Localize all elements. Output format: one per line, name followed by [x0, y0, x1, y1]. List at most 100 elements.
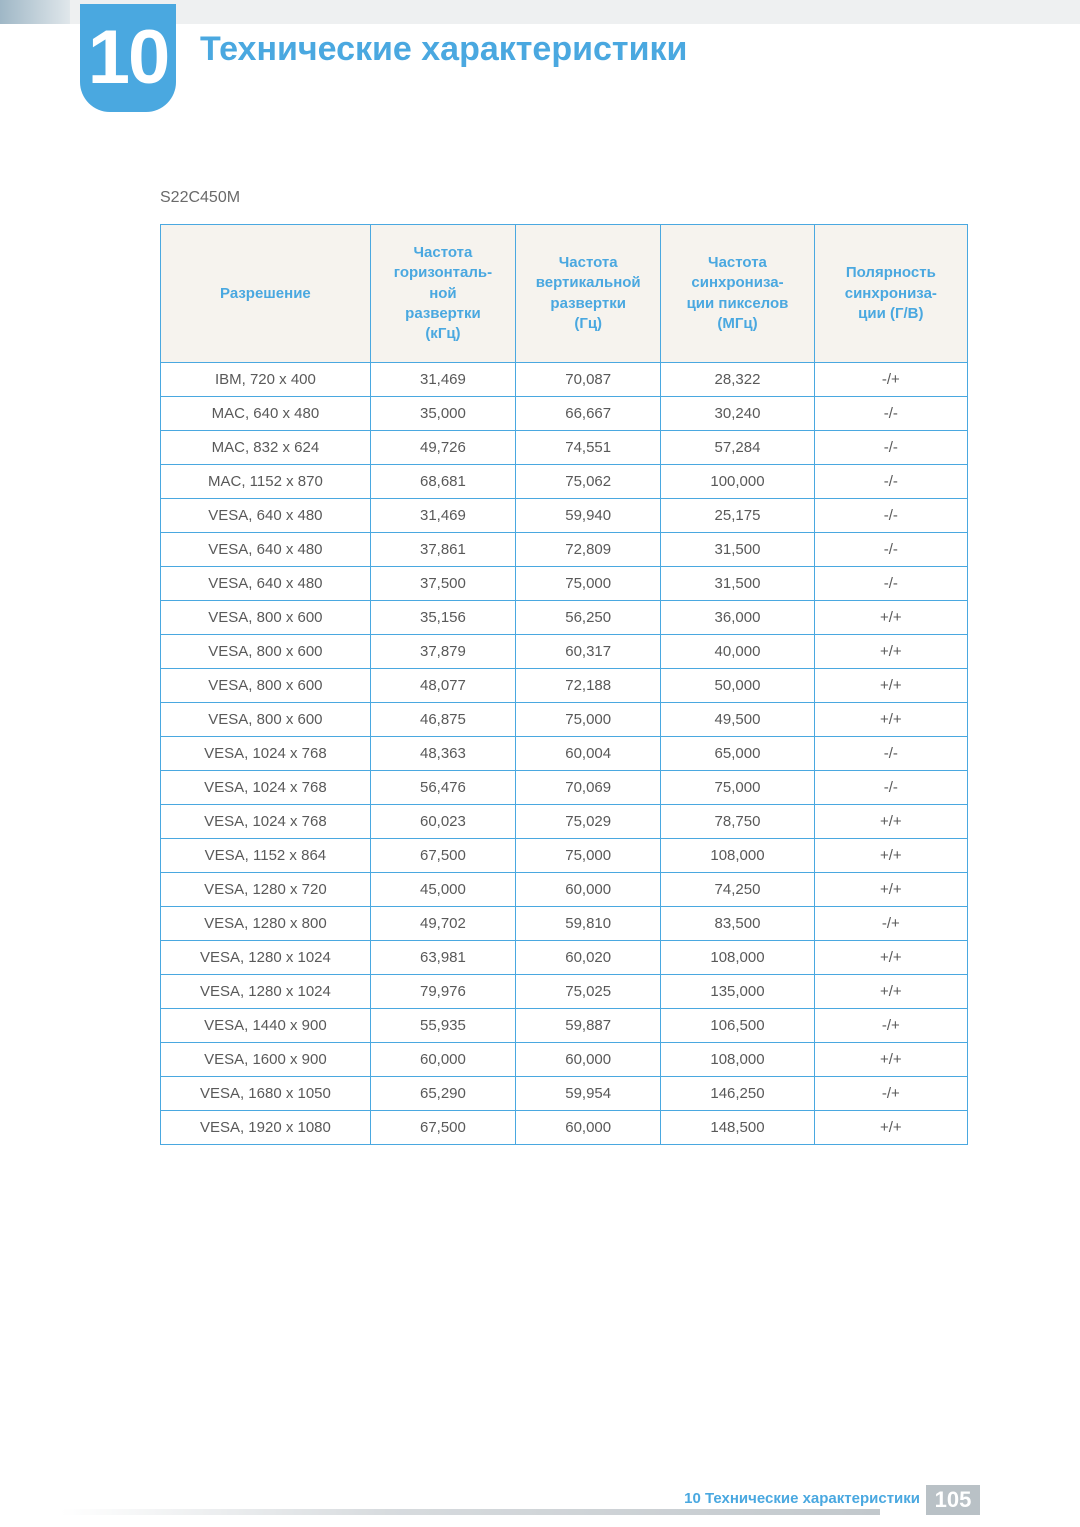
table-cell: 74,551: [516, 431, 661, 465]
table-cell: -/-: [814, 567, 967, 601]
table-row: VESA, 800 x 60035,15656,25036,000+/+: [161, 601, 968, 635]
table-cell: 35,000: [370, 397, 515, 431]
table-cell: MAC, 1152 x 870: [161, 465, 371, 499]
table-cell: +/+: [814, 635, 967, 669]
table-cell: 66,667: [516, 397, 661, 431]
table-cell: 60,000: [516, 1043, 661, 1077]
table-cell: VESA, 800 x 600: [161, 669, 371, 703]
table-cell: +/+: [814, 601, 967, 635]
table-row: VESA, 1440 x 90055,93559,887106,500-/+: [161, 1009, 968, 1043]
spec-table: РазрешениеЧастотагоризонталь-нойразвертк…: [160, 224, 968, 1145]
table-cell: 59,940: [516, 499, 661, 533]
chapter-badge: 10: [80, 4, 176, 112]
table-cell: 46,875: [370, 703, 515, 737]
table-cell: 28,322: [661, 363, 814, 397]
table-cell: VESA, 1920 x 1080: [161, 1111, 371, 1145]
table-cell: 59,810: [516, 907, 661, 941]
table-cell: 72,188: [516, 669, 661, 703]
table-cell: 108,000: [661, 839, 814, 873]
table-cell: VESA, 1680 x 1050: [161, 1077, 371, 1111]
table-row: VESA, 1280 x 72045,00060,00074,250+/+: [161, 873, 968, 907]
page-title: Технические характеристики: [200, 30, 687, 69]
table-cell: 55,935: [370, 1009, 515, 1043]
table-cell: 75,000: [516, 839, 661, 873]
table-cell: 57,284: [661, 431, 814, 465]
document-page: 10 Технические характеристики S22C450M Р…: [0, 0, 1080, 1527]
table-cell: VESA, 1280 x 1024: [161, 941, 371, 975]
header-gradient: [0, 0, 70, 24]
table-row: VESA, 1920 x 108067,50060,000148,500+/+: [161, 1111, 968, 1145]
table-cell: 65,290: [370, 1077, 515, 1111]
footer-gradient: [60, 1509, 880, 1515]
table-cell: 75,000: [661, 771, 814, 805]
table-cell: VESA, 1024 x 768: [161, 805, 371, 839]
table-row: VESA, 1600 x 90060,00060,000108,000+/+: [161, 1043, 968, 1077]
table-cell: IBM, 720 x 400: [161, 363, 371, 397]
table-cell: VESA, 1280 x 1024: [161, 975, 371, 1009]
table-cell: 37,500: [370, 567, 515, 601]
table-cell: -/-: [814, 499, 967, 533]
table-cell: -/-: [814, 397, 967, 431]
page-footer: 10 Технические характеристики 105: [0, 1479, 1080, 1515]
table-cell: 72,809: [516, 533, 661, 567]
table-cell: VESA, 1440 x 900: [161, 1009, 371, 1043]
table-cell: VESA, 800 x 600: [161, 703, 371, 737]
table-cell: -/+: [814, 1077, 967, 1111]
table-cell: 25,175: [661, 499, 814, 533]
table-cell: 75,062: [516, 465, 661, 499]
table-cell: 60,004: [516, 737, 661, 771]
table-header-cell: Частотавертикальнойразвертки(Гц): [516, 225, 661, 363]
table-cell: MAC, 832 x 624: [161, 431, 371, 465]
table-row: IBM, 720 x 40031,46970,08728,322-/+: [161, 363, 968, 397]
table-cell: 74,250: [661, 873, 814, 907]
table-cell: 100,000: [661, 465, 814, 499]
table-cell: 70,069: [516, 771, 661, 805]
table-cell: 75,000: [516, 703, 661, 737]
table-cell: -/-: [814, 737, 967, 771]
table-cell: 56,250: [516, 601, 661, 635]
table-row: MAC, 1152 x 87068,68175,062100,000-/-: [161, 465, 968, 499]
table-cell: 36,000: [661, 601, 814, 635]
table-cell: 65,000: [661, 737, 814, 771]
footer-pagenum-box: 105: [926, 1485, 980, 1515]
table-cell: 48,363: [370, 737, 515, 771]
table-cell: VESA, 1024 x 768: [161, 771, 371, 805]
table-cell: 48,077: [370, 669, 515, 703]
table-cell: VESA, 640 x 480: [161, 499, 371, 533]
table-cell: +/+: [814, 805, 967, 839]
table-cell: VESA, 640 x 480: [161, 567, 371, 601]
table-cell: 49,702: [370, 907, 515, 941]
table-cell: -/-: [814, 771, 967, 805]
table-row: MAC, 832 x 62449,72674,55157,284-/-: [161, 431, 968, 465]
footer-text: 10 Технические характеристики: [684, 1490, 920, 1507]
table-row: VESA, 1024 x 76856,47670,06975,000-/-: [161, 771, 968, 805]
table-cell: 49,726: [370, 431, 515, 465]
table-header-cell: Полярностьсинхрониза-ции (Г/В): [814, 225, 967, 363]
table-row: VESA, 1680 x 105065,29059,954146,250-/+: [161, 1077, 968, 1111]
table-row: VESA, 1280 x 102463,98160,020108,000+/+: [161, 941, 968, 975]
table-cell: 31,469: [370, 363, 515, 397]
table-cell: 40,000: [661, 635, 814, 669]
table-cell: 60,317: [516, 635, 661, 669]
table-cell: 31,469: [370, 499, 515, 533]
table-cell: VESA, 640 x 480: [161, 533, 371, 567]
table-row: VESA, 800 x 60037,87960,31740,000+/+: [161, 635, 968, 669]
table-row: VESA, 800 x 60046,87575,00049,500+/+: [161, 703, 968, 737]
table-row: VESA, 640 x 48031,46959,94025,175-/-: [161, 499, 968, 533]
table-cell: 45,000: [370, 873, 515, 907]
table-cell: 49,500: [661, 703, 814, 737]
footer-pagenum: 105: [935, 1487, 972, 1513]
table-cell: VESA, 800 x 600: [161, 635, 371, 669]
table-cell: 56,476: [370, 771, 515, 805]
table-cell: 75,029: [516, 805, 661, 839]
table-cell: 60,000: [370, 1043, 515, 1077]
table-cell: -/-: [814, 465, 967, 499]
table-cell: 148,500: [661, 1111, 814, 1145]
table-cell: 35,156: [370, 601, 515, 635]
table-row: VESA, 1152 x 86467,50075,000108,000+/+: [161, 839, 968, 873]
table-cell: VESA, 1600 x 900: [161, 1043, 371, 1077]
table-row: VESA, 1024 x 76860,02375,02978,750+/+: [161, 805, 968, 839]
table-cell: -/+: [814, 907, 967, 941]
table-cell: 78,750: [661, 805, 814, 839]
table-cell: 135,000: [661, 975, 814, 1009]
